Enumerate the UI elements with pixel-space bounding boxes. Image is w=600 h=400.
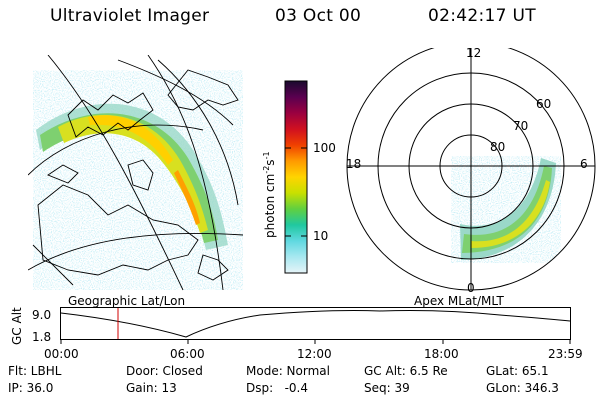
orbit-x-tick-2359: 23:59 <box>548 347 583 361</box>
info-door: Door: Closed <box>126 364 203 378</box>
coastlines <box>37 69 239 281</box>
info-seq: Seq: 39 <box>364 381 410 395</box>
mlt-label-6: 6 <box>580 157 588 171</box>
colorbar-tick-100: 100 <box>313 141 336 155</box>
polar-oval-bright <box>471 180 550 248</box>
mlat-label-60: 60 <box>536 97 552 111</box>
orbit-x-tick-0000: 00:00 <box>44 347 79 361</box>
info-ip: IP: 36.0 <box>8 381 54 395</box>
info-gain: Gain: 13 <box>126 381 177 395</box>
aurora-peak <box>88 115 173 165</box>
orbit-x-tick-0600: 06:00 <box>170 347 205 361</box>
mlt-label-0: 0 <box>467 281 475 295</box>
orbit-altitude-plot <box>60 307 571 344</box>
orbit-y-tick-9: 9.0 <box>32 308 52 322</box>
aurora-outer <box>36 103 228 250</box>
app-title: Ultraviolet Imager <box>50 6 210 26</box>
polar-mlt-panel <box>346 48 596 291</box>
orbit-x-tick-1800: 18:00 <box>424 347 459 361</box>
geographic-label: Geographic Lat/Lon <box>68 294 186 308</box>
diffuse-emission <box>33 70 243 290</box>
date-label: 03 Oct 00 <box>275 6 362 26</box>
geographic-image-panel <box>28 55 244 291</box>
colorbar <box>284 80 308 274</box>
aurora-peak-2 <box>174 170 200 225</box>
mlat-label-80: 80 <box>490 140 506 154</box>
mlat-label-70: 70 <box>513 119 529 133</box>
polar-grid <box>346 48 596 291</box>
info-gc-alt: GC Alt: 6.5 Re <box>364 364 448 378</box>
info-mode: Mode: Normal <box>246 364 330 378</box>
info-glat: GLat: 65.1 <box>486 364 549 378</box>
colorbar-unit-label: photon cm-2s-1 <box>262 151 277 238</box>
mlt-label-18: 18 <box>346 157 362 171</box>
orbit-y-axis-label: GC Alt <box>10 307 24 345</box>
orbit-y-tick-1-8: 1.8 <box>32 330 52 344</box>
colorbar-tick-10: 10 <box>313 229 329 243</box>
lat-lon-grid <box>28 55 244 291</box>
info-filter: Flt: LBHL <box>8 364 62 378</box>
orbit-x-tick-1200: 12:00 <box>297 347 332 361</box>
time-label: 02:42:17 UT <box>428 6 536 26</box>
aurora-mid <box>40 113 218 243</box>
mlt-label-12: 12 <box>466 46 482 60</box>
info-glon: GLon: 346.3 <box>486 381 559 395</box>
info-dsp: Dsp: -0.4 <box>246 381 309 395</box>
polar-label: Apex MLat/MLT <box>414 294 504 308</box>
